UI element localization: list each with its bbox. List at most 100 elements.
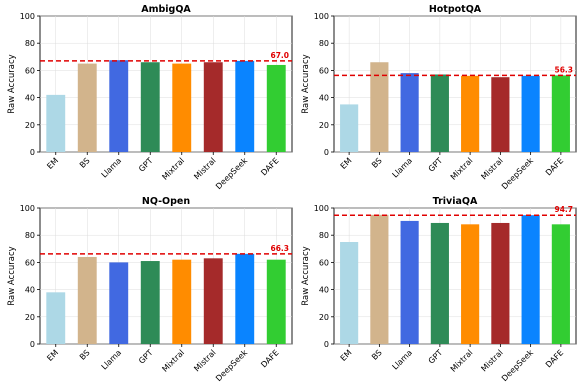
bar-mixtral [461, 224, 480, 344]
x-tick-label: Mistral [479, 156, 504, 181]
x-tick-label: Mistral [192, 156, 217, 181]
y-tick-label: 40 [319, 94, 329, 103]
x-tick-label: Mixtral [160, 156, 186, 182]
bar-dafe [266, 64, 286, 152]
bar-bs [77, 63, 97, 152]
x-tick-label: Llama [391, 156, 415, 180]
chart-title: NQ-Open [142, 196, 190, 207]
x-tick-label: Mistral [479, 348, 504, 373]
x-tick-label: BS [370, 348, 384, 362]
bar-llama [109, 262, 129, 344]
y-tick-label: 60 [319, 258, 329, 267]
y-tick-label: 60 [25, 258, 35, 267]
chart-panel-ambigqa: 0 20 40 60 80 100 67.0 EM BS Llama GPT Mixtral Mistr… [7, 4, 293, 191]
bar-em [340, 104, 359, 152]
bar-llama [109, 60, 129, 153]
x-tick-label: GPT [427, 348, 445, 366]
bar-bs [370, 62, 389, 152]
y-tick-label: 40 [25, 286, 35, 295]
y-axis-label: Raw Accuracy [301, 54, 311, 113]
reference-line-label: 94.7 [554, 205, 573, 214]
chart-panel-hotpotqa: 0 20 40 60 80 100 56.3 EM BS Llama GPT Mixtral Mistr… [301, 4, 577, 191]
x-tick-label: BS [78, 348, 92, 362]
y-tick-label: 0 [324, 340, 329, 349]
bar-dafe [266, 259, 286, 344]
bar-em [340, 242, 359, 344]
y-tick-label: 20 [319, 121, 329, 130]
chart-title: AmbigQA [141, 4, 191, 15]
reference-line-label: 56.3 [554, 65, 573, 74]
chart-panel-nq-open: 0 20 40 60 80 100 66.3 EM BS Llama GPT Mixtral Mistr… [7, 196, 293, 383]
bar-mistral [491, 77, 510, 152]
y-tick-label: 80 [319, 39, 329, 48]
bar-gpt [430, 222, 449, 344]
y-tick-label: 40 [319, 286, 329, 295]
bar-mixtral [172, 63, 192, 152]
bar-gpt [140, 62, 160, 152]
x-tick-label: DAFE [544, 156, 565, 177]
bar-mixtral [461, 75, 480, 152]
bar-dafe [551, 75, 570, 152]
y-tick-label: 20 [25, 313, 35, 322]
y-tick-label: 0 [30, 340, 35, 349]
y-tick-label: 20 [25, 121, 35, 130]
reference-line-label: 66.3 [270, 244, 289, 253]
x-tick-label: DAFE [544, 348, 565, 369]
bar-mixtral [172, 259, 192, 344]
x-tick-label: Llama [100, 348, 124, 372]
x-tick-label: DAFE [259, 156, 280, 177]
x-tick-label: DeepSeek [500, 348, 535, 383]
bar-llama [400, 220, 419, 344]
x-tick-label: Llama [100, 156, 124, 180]
x-tick-label: Llama [391, 348, 415, 372]
y-tick-label: 100 [20, 204, 35, 213]
x-tick-label: Mixtral [449, 348, 475, 374]
x-tick-label: EM [339, 348, 354, 363]
y-axis-label: Raw Accuracy [301, 246, 311, 305]
y-tick-label: 40 [25, 94, 35, 103]
x-tick-label: Mixtral [449, 156, 475, 182]
x-tick-label: DeepSeek [214, 156, 249, 191]
bar-mistral [203, 62, 223, 152]
bar-em [46, 292, 66, 344]
y-tick-label: 60 [319, 66, 329, 75]
y-tick-label: 60 [25, 66, 35, 75]
y-tick-label: 100 [20, 12, 35, 21]
chart-title: TriviaQA [433, 196, 478, 207]
y-tick-label: 100 [314, 204, 329, 213]
y-tick-label: 100 [314, 12, 329, 21]
x-tick-label: EM [45, 156, 60, 171]
x-tick-label: GPT [137, 156, 155, 174]
chart-title: HotpotQA [429, 4, 482, 15]
x-tick-label: EM [45, 348, 60, 363]
x-tick-label: GPT [427, 156, 445, 174]
x-tick-label: DeepSeek [214, 348, 249, 383]
bar-llama [400, 73, 419, 152]
y-axis-label: Raw Accuracy [7, 246, 17, 305]
bar-mistral [491, 222, 510, 344]
y-tick-label: 0 [324, 148, 329, 157]
reference-line-label: 67.0 [270, 51, 289, 60]
x-tick-label: DAFE [259, 348, 280, 369]
bar-gpt [430, 74, 449, 152]
bar-deepseek [235, 253, 255, 344]
x-tick-label: EM [339, 156, 354, 171]
x-tick-label: DeepSeek [500, 156, 535, 191]
bar-deepseek [521, 215, 540, 344]
bar-dafe [551, 224, 570, 344]
bar-bs [370, 214, 389, 344]
y-tick-label: 80 [25, 231, 35, 240]
y-tick-label: 80 [25, 39, 35, 48]
bar-bs [77, 256, 97, 344]
bar-deepseek [235, 60, 255, 152]
y-tick-label: 80 [319, 231, 329, 240]
x-tick-label: Mixtral [160, 348, 186, 374]
bar-em [46, 94, 66, 152]
y-axis-label: Raw Accuracy [7, 54, 17, 113]
x-tick-label: Mistral [192, 348, 217, 373]
chart-panel-triviaqa: 0 20 40 60 80 100 94.7 EM BS Llama GPT Mixtral Mistr… [301, 196, 577, 383]
x-tick-label: BS [370, 156, 384, 170]
x-tick-label: GPT [137, 348, 155, 366]
y-tick-label: 0 [30, 148, 35, 157]
